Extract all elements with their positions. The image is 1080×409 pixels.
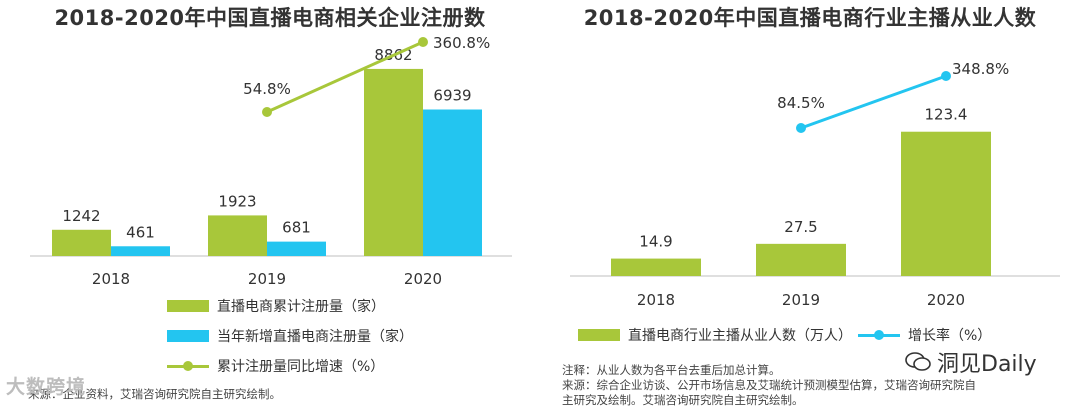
right-legend-growth: 增长率（%） (858, 325, 991, 345)
growth-point-2020 (418, 37, 428, 47)
bar-new-2019 (267, 241, 326, 256)
growth-value-label: 84.5% (777, 94, 825, 112)
bar-cumulative-2019 (208, 215, 267, 256)
bar-value-label: 123.4 (925, 106, 968, 124)
right-chart-panel: 2018-2020年中国直播电商行业主播从业人数 14.9 27.5 123.4 20… (540, 0, 1080, 409)
bar-cumulative-2018 (52, 229, 111, 256)
chat-bubble-icon (905, 352, 931, 371)
x-tick-label: 2019 (248, 270, 286, 288)
growth-value-label: 360.8% (433, 34, 490, 52)
bar-anchors-2018 (611, 258, 701, 276)
growth-point-2019 (796, 123, 806, 133)
right-chart-plot: 14.9 27.5 123.4 2018 2019 2020 84.5% 348.8% (570, 60, 1060, 309)
legend-label: 增长率（%） (908, 328, 992, 344)
right-legend-anchors: 直播电商行业主播从业人数（万人） (578, 325, 852, 345)
right-chart-title: 2018-2020年中国直播电商行业主播从业人数 (583, 6, 1037, 30)
x-tick-label: 2018 (637, 291, 675, 309)
x-tick-label: 2018 (92, 270, 130, 288)
legend-label: 直播电商行业主播从业人数（万人） (628, 328, 852, 344)
bar-new-2020 (423, 109, 482, 256)
left-chart-panel: 2018-2020年中国直播电商相关企业注册数 1242 1923 8862 461 6… (6, 6, 512, 401)
growth-line (266, 40, 424, 114)
legend-swatch-green-line (167, 360, 209, 372)
left-watermark: 大数跨境 (6, 376, 87, 398)
bar-cumulative-2020 (364, 68, 423, 256)
right-note-line3: 主研究及绘制。艾瑞咨询研究院自主研究绘制。 (562, 393, 804, 407)
growth-value-label: 348.8% (952, 60, 1009, 78)
x-tick-label: 2020 (927, 291, 965, 309)
bar-value-label: 1923 (218, 192, 256, 210)
x-tick-label: 2019 (782, 291, 820, 309)
bar-new-2018 (111, 246, 170, 256)
growth-value-label: 54.8% (243, 80, 291, 98)
growth-point-2019 (262, 107, 272, 117)
legend-swatch-blue-bar (167, 330, 209, 342)
left-legend-growth: 累计注册量同比增速（%） (167, 356, 384, 376)
bar-value-label: 461 (126, 223, 155, 241)
right-note-line2: 来源：综合企业访谈、公开市场信息及艾瑞统计预测模型估算，艾瑞咨询研究院自 (562, 378, 976, 392)
x-tick-label: 2020 (404, 270, 442, 288)
bar-value-label: 14.9 (639, 233, 672, 251)
bar-anchors-2020 (901, 131, 991, 276)
legend-swatch-green-bar (578, 329, 620, 341)
legend-label: 直播电商累计注册量（家） (217, 299, 385, 315)
legend-label: 当年新增直播电商注册量（家） (217, 329, 413, 345)
legend-label: 累计注册量同比增速（%） (217, 359, 385, 375)
bar-anchors-2019 (756, 243, 846, 276)
left-chart-title: 2018-2020年中国直播电商相关企业注册数 (54, 6, 486, 30)
right-watermark-text: 洞见Daily (937, 352, 1037, 377)
bar-value-label: 681 (282, 219, 311, 237)
left-source-note: 来源：企业资料，艾瑞咨询研究院自主研究绘制。 (28, 387, 281, 401)
right-note-line1: 注释：从业人数为各平台去重后加总计算。 (562, 363, 781, 377)
growth-line (800, 74, 947, 130)
left-legend-new: 当年新增直播电商注册量（家） (167, 326, 413, 346)
bar-value-label: 1242 (62, 207, 100, 225)
bar-value-label: 27.5 (784, 218, 817, 236)
left-legend-cumulative: 直播电商累计注册量（家） (167, 296, 385, 316)
bar-value-label: 6939 (433, 87, 471, 105)
growth-point-2020 (941, 71, 951, 81)
legend-swatch-green-bar (167, 300, 209, 312)
legend-swatch-blue-line (858, 329, 900, 341)
right-watermark: 洞见Daily (905, 346, 1037, 378)
